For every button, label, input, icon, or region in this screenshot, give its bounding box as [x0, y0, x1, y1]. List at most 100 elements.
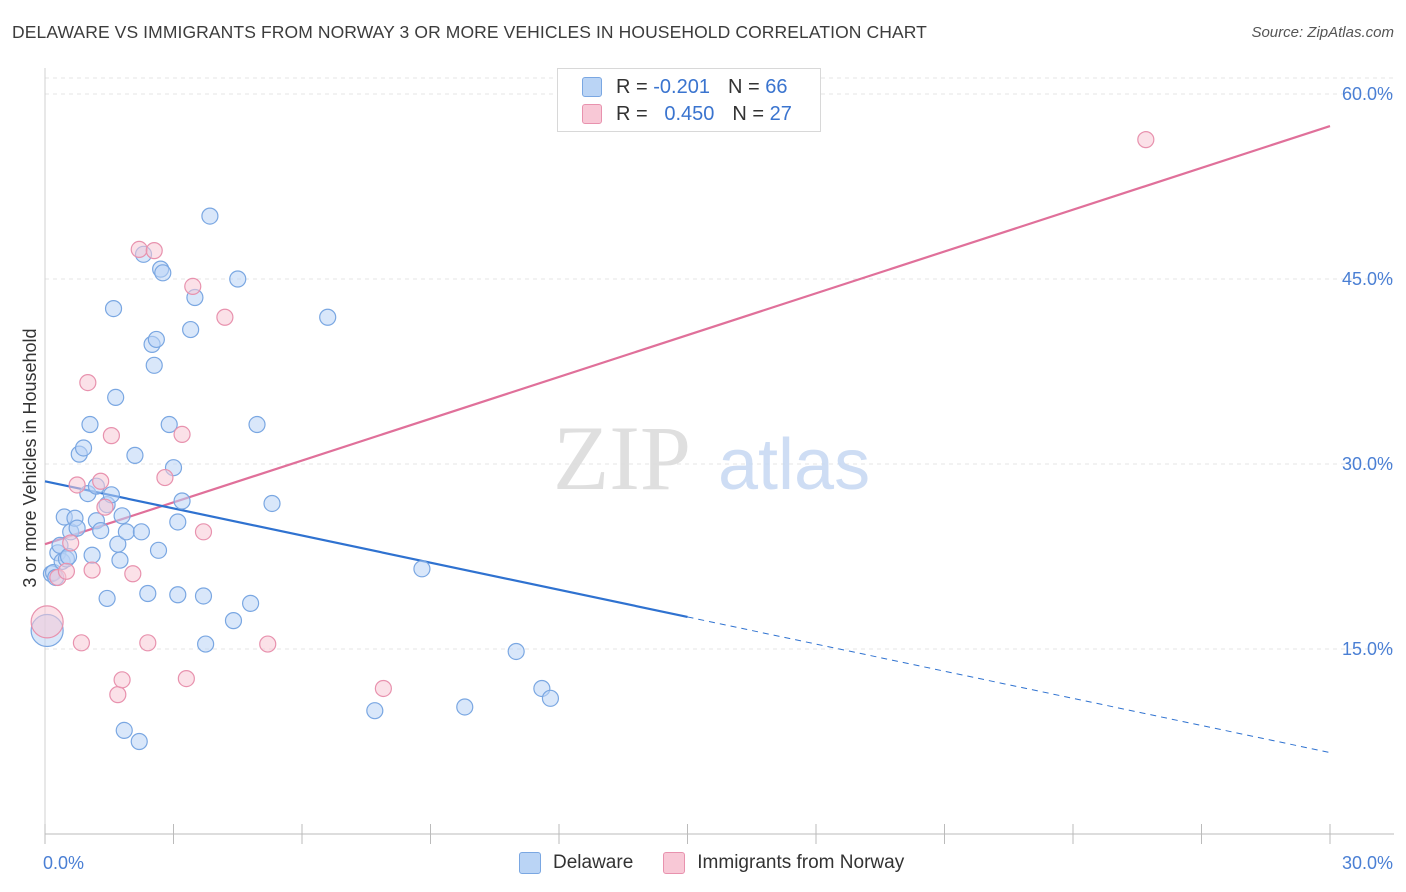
point-delaware	[111, 551, 129, 569]
point-norway	[96, 498, 114, 516]
point-delaware	[263, 494, 281, 513]
legend-n-label: N =	[727, 75, 760, 98]
trendlines	[44, 125, 1331, 754]
chart-title: DELAWARE VS IMMIGRANTS FROM NORWAY 3 OR …	[12, 22, 927, 42]
point-delaware	[169, 513, 187, 531]
point-delaware	[224, 612, 243, 630]
point-delaware	[68, 519, 86, 537]
point-delaware	[541, 689, 560, 707]
tick-labels: 15.0% 30.0% 45.0% 60.0% 0.0% 30.0%	[43, 84, 1393, 873]
series-legend-swatch-delaware	[519, 852, 541, 874]
legend-row-delaware: R = -0.201 N = 66	[582, 74, 787, 100]
point-delaware	[92, 521, 110, 540]
point-delaware	[319, 308, 337, 326]
legend-row-norway: R = 0.450 N = 27	[582, 101, 792, 127]
data-points	[30, 131, 1155, 751]
point-delaware	[154, 264, 172, 282]
point-norway	[124, 565, 142, 583]
legend-swatch-norway	[582, 104, 602, 124]
point-delaware	[197, 635, 215, 653]
legend-r-label: R =	[616, 75, 648, 98]
source-label: Source: ZipAtlas.com	[1251, 24, 1394, 41]
point-norway	[113, 671, 131, 689]
point-delaware	[81, 415, 99, 434]
point-delaware	[201, 207, 219, 225]
point-delaware	[366, 702, 384, 720]
point-delaware	[149, 541, 168, 559]
legend-n-value-delaware: 66	[765, 75, 788, 98]
point-delaware	[83, 546, 101, 564]
point-norway	[130, 240, 148, 258]
legend-r-value-delaware: -0.201	[653, 75, 710, 98]
watermark-atlas: atlas	[718, 425, 870, 505]
point-delaware	[160, 415, 178, 434]
point-delaware	[413, 560, 431, 578]
y-axis-title: 3 or more Vehicles in Household	[20, 328, 40, 587]
point-delaware	[147, 330, 165, 349]
point-delaware	[229, 270, 247, 288]
x-tick-label: 30.0%	[1342, 853, 1393, 873]
point-norway	[30, 605, 64, 639]
series-legend-label-delaware: Delaware	[553, 852, 634, 873]
point-norway	[57, 562, 76, 580]
point-delaware	[107, 388, 125, 406]
series-legend-item-delaware: Delaware	[519, 852, 633, 874]
point-norway	[83, 561, 101, 579]
point-delaware	[182, 320, 200, 339]
x-tick-label: 0.0%	[43, 853, 84, 873]
point-delaware	[126, 446, 144, 464]
trendline-norway	[44, 125, 1331, 546]
point-delaware	[117, 523, 135, 541]
point-norway	[173, 425, 191, 443]
legend-n-value-norway: 27	[769, 102, 792, 125]
point-norway	[1137, 131, 1155, 149]
point-delaware	[132, 523, 150, 541]
point-norway	[92, 472, 110, 490]
trendline-delaware-extension	[687, 616, 1331, 754]
legend-n-label: N =	[732, 102, 765, 125]
point-delaware	[139, 584, 157, 603]
series-legend-label-norway: Immigrants from Norway	[697, 852, 905, 873]
point-norway	[194, 523, 213, 541]
point-delaware	[248, 415, 266, 434]
y-tick-label: 60.0%	[1342, 84, 1393, 104]
point-norway	[374, 679, 392, 698]
point-norway	[102, 427, 120, 445]
watermark-zip: ZIP	[553, 407, 691, 509]
series-legend: Delaware Immigrants from Norway	[519, 852, 934, 874]
stats-legend: R = -0.201 N = 66 R = 0.450 N = 27	[557, 68, 821, 132]
point-norway	[139, 634, 157, 652]
point-norway	[156, 468, 174, 487]
point-norway	[184, 277, 202, 295]
point-norway	[72, 634, 91, 652]
point-delaware	[104, 300, 123, 318]
point-delaware	[507, 642, 525, 661]
series-legend-item-norway: Immigrants from Norway	[663, 852, 904, 874]
point-norway	[68, 476, 86, 494]
point-norway	[216, 308, 234, 326]
series-legend-swatch-norway	[663, 852, 686, 874]
point-delaware	[242, 594, 260, 612]
watermark: ZIP atlas	[553, 407, 870, 509]
y-tick-label: 45.0%	[1342, 269, 1393, 289]
point-norway	[109, 686, 127, 704]
point-delaware	[169, 586, 187, 604]
trendline-delaware	[44, 480, 688, 619]
point-delaware	[115, 721, 133, 740]
point-delaware	[130, 732, 148, 751]
point-delaware	[113, 507, 131, 525]
y-tick-label: 30.0%	[1342, 454, 1393, 474]
point-norway	[79, 374, 97, 392]
point-delaware	[74, 439, 93, 457]
legend-r-value-norway: 0.450	[664, 102, 715, 125]
legend-swatch-delaware	[582, 77, 602, 97]
point-delaware	[173, 492, 191, 510]
y-tick-label: 15.0%	[1342, 639, 1393, 659]
point-norway	[62, 534, 80, 552]
legend-r-label: R =	[616, 102, 648, 125]
point-norway	[145, 242, 163, 260]
point-delaware	[145, 356, 163, 374]
point-delaware	[194, 587, 213, 605]
point-norway	[259, 635, 277, 653]
